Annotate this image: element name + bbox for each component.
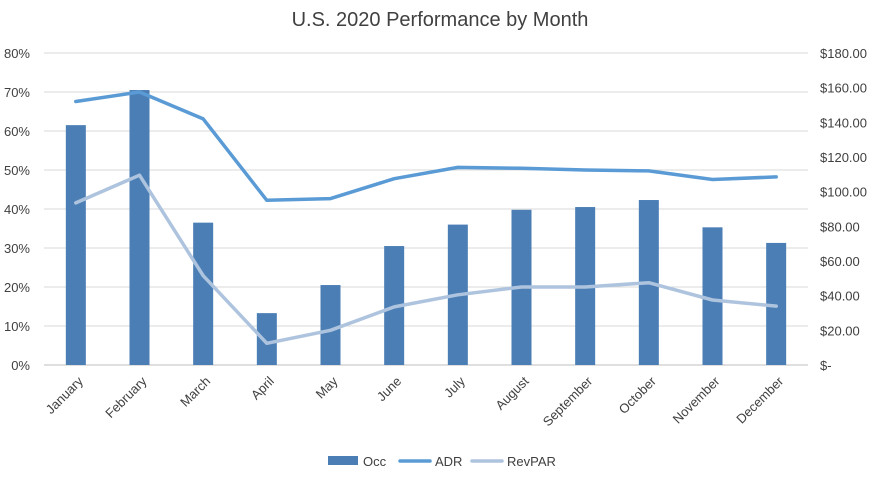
right-tick-label: $40.00 — [820, 289, 860, 304]
category-label: November — [670, 373, 723, 426]
gridlines — [44, 52, 808, 366]
left-axis: 0% 10% 20% 30% 40% 50% 60% 70% 80% — [4, 46, 30, 373]
left-tick-label: 70% — [4, 85, 30, 100]
category-label: July — [441, 373, 468, 400]
left-tick-label: 60% — [4, 124, 30, 139]
category-label: October — [616, 373, 660, 417]
right-tick-label: $100.00 — [820, 185, 867, 200]
occ-bar — [702, 227, 723, 365]
left-tick-label: 40% — [4, 202, 30, 217]
left-tick-label: 80% — [4, 46, 30, 61]
category-label: March — [177, 374, 213, 410]
occ-bar — [129, 90, 150, 366]
right-tick-label: $60.00 — [820, 254, 860, 269]
left-tick-label: 50% — [4, 163, 30, 178]
legend-label: ADR — [435, 454, 462, 469]
legend: Occ ADR RevPAR — [328, 454, 556, 469]
legend-swatch-occ — [328, 456, 358, 465]
occ-bar — [320, 285, 341, 365]
right-tick-label: $- — [820, 358, 832, 373]
right-tick-label: $120.00 — [820, 150, 867, 165]
left-tick-label: 10% — [4, 319, 30, 334]
category-label: June — [374, 374, 405, 405]
legend-label: RevPAR — [507, 454, 556, 469]
category-label: August — [492, 373, 531, 412]
right-axis: $- $20.00 $40.00 $60.00 $80.00 $100.00 $120.00… — [820, 46, 867, 373]
category-label: January — [43, 373, 87, 417]
right-tick-label: $180.00 — [820, 46, 867, 61]
left-tick-label: 20% — [4, 280, 30, 295]
right-tick-label: $80.00 — [820, 219, 860, 234]
occ-bar — [766, 242, 787, 365]
chart-title: U.S. 2020 Performance by Month — [292, 9, 589, 31]
left-tick-label: 0% — [11, 358, 30, 373]
category-label: April — [248, 373, 277, 402]
occ-bar — [65, 125, 86, 366]
category-label: December — [733, 373, 786, 426]
line-series — [74, 90, 778, 346]
revpar-line — [74, 173, 778, 346]
occ-bar — [256, 313, 277, 365]
occ-bar — [193, 222, 214, 365]
legend-label: Occ — [363, 454, 387, 469]
category-label: February — [102, 373, 150, 421]
category-label: September — [540, 373, 596, 429]
left-tick-label: 30% — [4, 241, 30, 256]
category-label: May — [313, 373, 341, 401]
right-tick-label: $160.00 — [820, 81, 867, 96]
adr-line — [74, 90, 778, 203]
right-tick-label: $140.00 — [820, 115, 867, 130]
right-tick-label: $20.00 — [820, 323, 860, 338]
category-axis: January February March April May June July Augu… — [43, 373, 787, 429]
